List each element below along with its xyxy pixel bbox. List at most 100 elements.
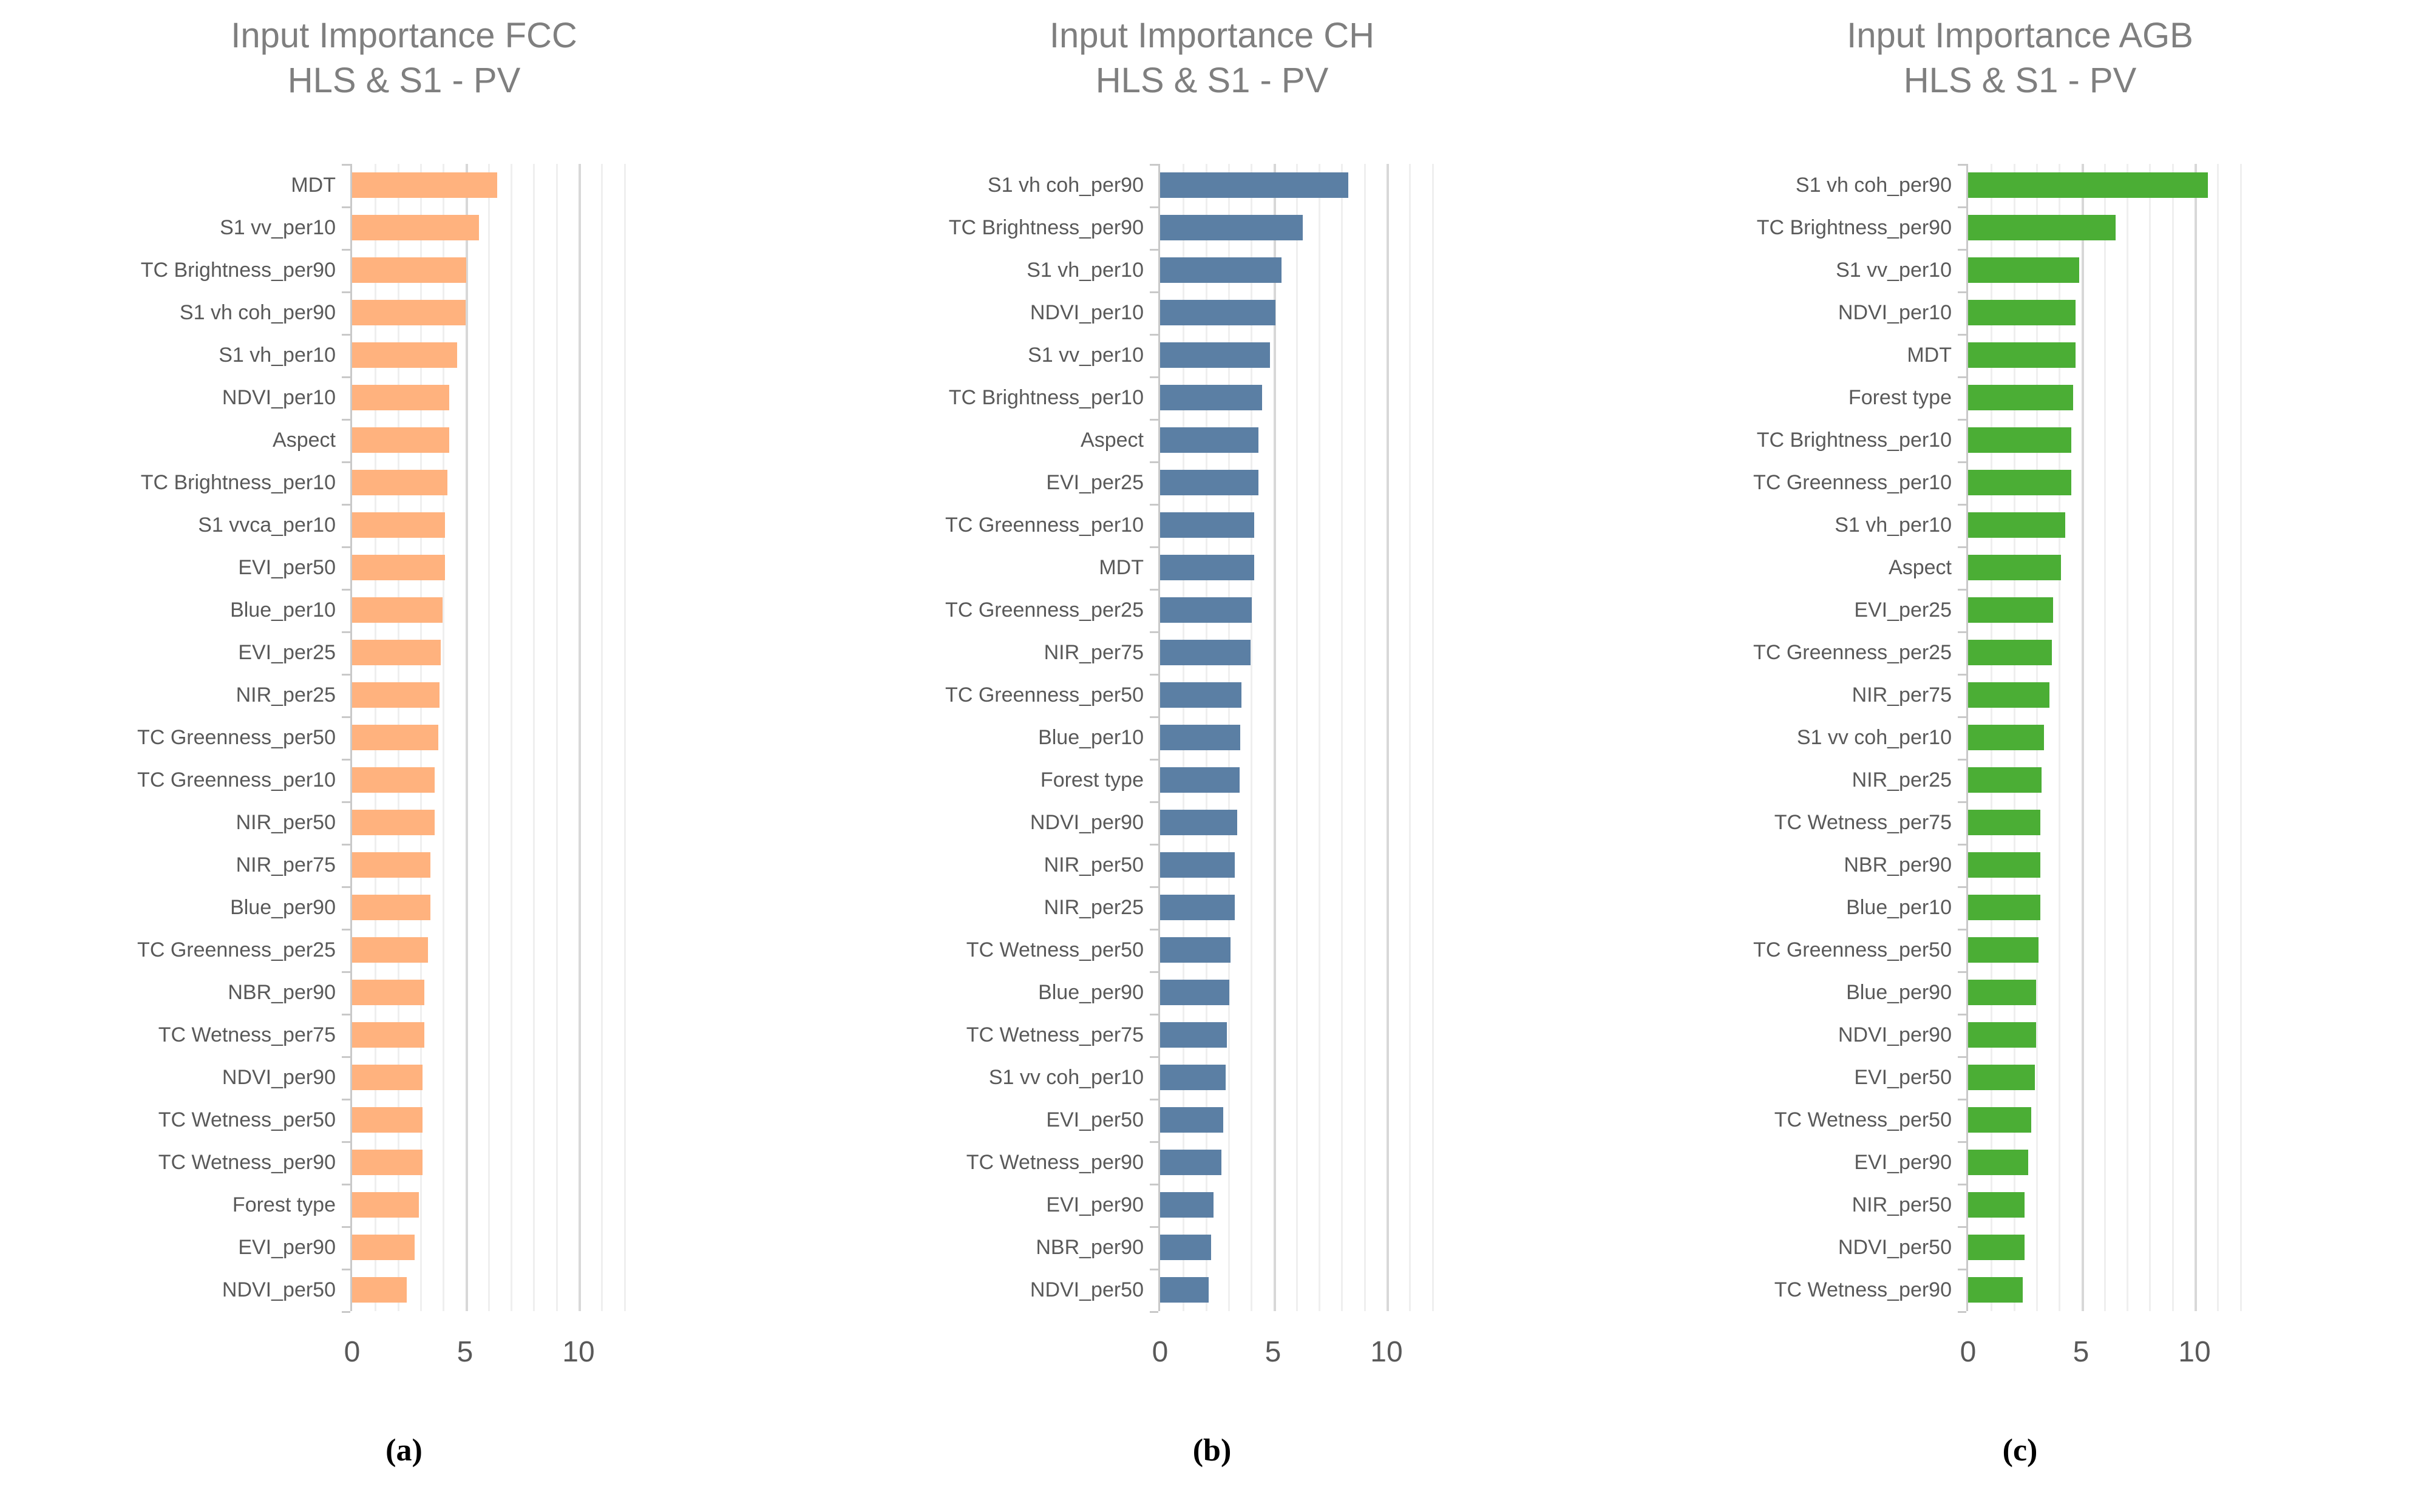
gridline <box>2081 164 2084 1311</box>
chart-title-line2: HLS & S1 - PV <box>287 61 521 100</box>
bar <box>352 767 435 793</box>
bar-row <box>1968 504 2263 546</box>
category-label: TC Brightness_per90 <box>1756 215 1952 239</box>
subfigure-caption: (a) <box>385 1433 423 1468</box>
bar <box>1968 1022 2036 1048</box>
category-label: NDVI_per10 <box>1030 300 1144 324</box>
category-label: NIR_per75 <box>236 853 336 876</box>
bar <box>352 1150 423 1175</box>
gridline <box>1363 164 1366 1311</box>
bar-row <box>1160 249 1455 291</box>
bar <box>1160 512 1254 538</box>
category-label: NDVI_per50 <box>222 1278 336 1301</box>
bar <box>1968 1192 2025 1218</box>
category-label: Blue_per90 <box>230 895 336 919</box>
bar <box>1160 555 1254 580</box>
bar <box>1160 342 1270 368</box>
bar-row <box>1968 801 2263 844</box>
bar-row <box>352 461 647 504</box>
category-label: S1 vv_per10 <box>1836 258 1952 282</box>
bar <box>1968 1065 2035 1090</box>
bar <box>1968 427 2071 453</box>
category-label: NIR_per50 <box>1852 1193 1952 1216</box>
bar <box>352 895 430 920</box>
bar <box>352 470 447 495</box>
x-tick-0: 0 <box>1152 1336 1169 1368</box>
bar <box>1160 1065 1226 1090</box>
bar <box>1160 1235 1211 1260</box>
category-label: S1 vh_per10 <box>1835 513 1952 537</box>
category-label: NDVI_per50 <box>1838 1235 1952 1259</box>
category-label: TC Brightness_per10 <box>1756 428 1952 452</box>
bar <box>1968 810 2041 835</box>
category-label: TC Wetness_per90 <box>966 1150 1144 1174</box>
category-label: Blue_per10 <box>1846 895 1952 919</box>
category-label: TC Greenness_per25 <box>945 598 1144 622</box>
category-label: Blue_per10 <box>230 598 336 622</box>
category-label: S1 vv coh_per10 <box>988 1065 1144 1089</box>
category-label: Aspect <box>1081 428 1144 452</box>
category-label: TC Wetness_per50 <box>966 938 1144 961</box>
bar <box>352 1022 425 1048</box>
category-label: TC Brightness_per10 <box>948 385 1144 409</box>
category-label: NDVI_per90 <box>1030 810 1144 834</box>
bar-row <box>1160 971 1455 1014</box>
category-label: TC Greenness_per10 <box>945 513 1144 537</box>
chart-title-line1: Input Importance FCC <box>231 16 577 55</box>
bar-row <box>1160 801 1455 844</box>
bar-row <box>352 759 647 801</box>
chart-title: Input Importance CH HLS & S1 - PV <box>808 13 1616 103</box>
bar <box>1160 937 1231 963</box>
bar <box>1968 980 2036 1005</box>
gridline <box>1319 164 1321 1311</box>
category-label: NDVI_per10 <box>222 385 336 409</box>
bar-row <box>1160 674 1455 716</box>
category-label: S1 vh coh_per90 <box>179 300 336 324</box>
bar <box>1160 725 1241 750</box>
bar-row <box>1968 334 2263 376</box>
gridline <box>2103 164 2106 1311</box>
bar-row <box>352 376 647 419</box>
bar <box>352 725 438 750</box>
category-label: S1 vv_per10 <box>1028 343 1144 367</box>
bar-row <box>352 1141 647 1184</box>
bar-row <box>1160 716 1455 759</box>
category-label: TC Greenness_per50 <box>945 683 1144 707</box>
gridline <box>579 164 582 1311</box>
bar <box>1160 810 1237 835</box>
gridline <box>2217 164 2219 1311</box>
bar <box>352 555 445 580</box>
category-axis-ticks <box>1150 164 1158 1313</box>
bar <box>352 215 479 240</box>
bar <box>352 980 425 1005</box>
bar <box>1968 257 2079 283</box>
bar <box>352 512 445 538</box>
bar-row <box>352 291 647 334</box>
category-label: S1 vh_per10 <box>1027 258 1144 282</box>
bar <box>1160 682 1242 708</box>
category-label: S1 vh coh_per90 <box>987 173 1144 197</box>
bar <box>1968 342 2076 368</box>
gridline <box>601 164 603 1311</box>
bar <box>1160 1192 1214 1218</box>
gridline <box>2171 164 2174 1311</box>
bar <box>1968 1277 2023 1303</box>
bar-row <box>1968 716 2263 759</box>
bar-row <box>1160 1269 1455 1311</box>
value-axis: 0 5 10 <box>1616 1335 2424 1384</box>
bar-row <box>352 801 647 844</box>
bar <box>352 427 450 453</box>
bar <box>1160 300 1276 325</box>
category-axis: S1 vh coh_per90 TC Brightness_per90 S1 vh_… <box>808 164 1144 1311</box>
gridline <box>1295 164 1298 1311</box>
category-label: EVI_per50 <box>1854 1065 1952 1089</box>
bar-row <box>352 631 647 674</box>
bar-row <box>1160 1226 1455 1269</box>
bar <box>1160 215 1303 240</box>
x-tick-10: 10 <box>562 1336 595 1368</box>
category-axis: S1 vh coh_per90 TC Brightness_per90 S1 vv_… <box>1616 164 1952 1311</box>
chart-panel-fcc: Input Importance FCC HLS & S1 - PV MDT S1… <box>0 0 808 1512</box>
category-label: EVI_per90 <box>1046 1193 1144 1216</box>
bar <box>352 1107 423 1133</box>
category-axis: MDT S1 vv_per10 TC Brightness_per90 S1 vh c… <box>0 164 336 1311</box>
